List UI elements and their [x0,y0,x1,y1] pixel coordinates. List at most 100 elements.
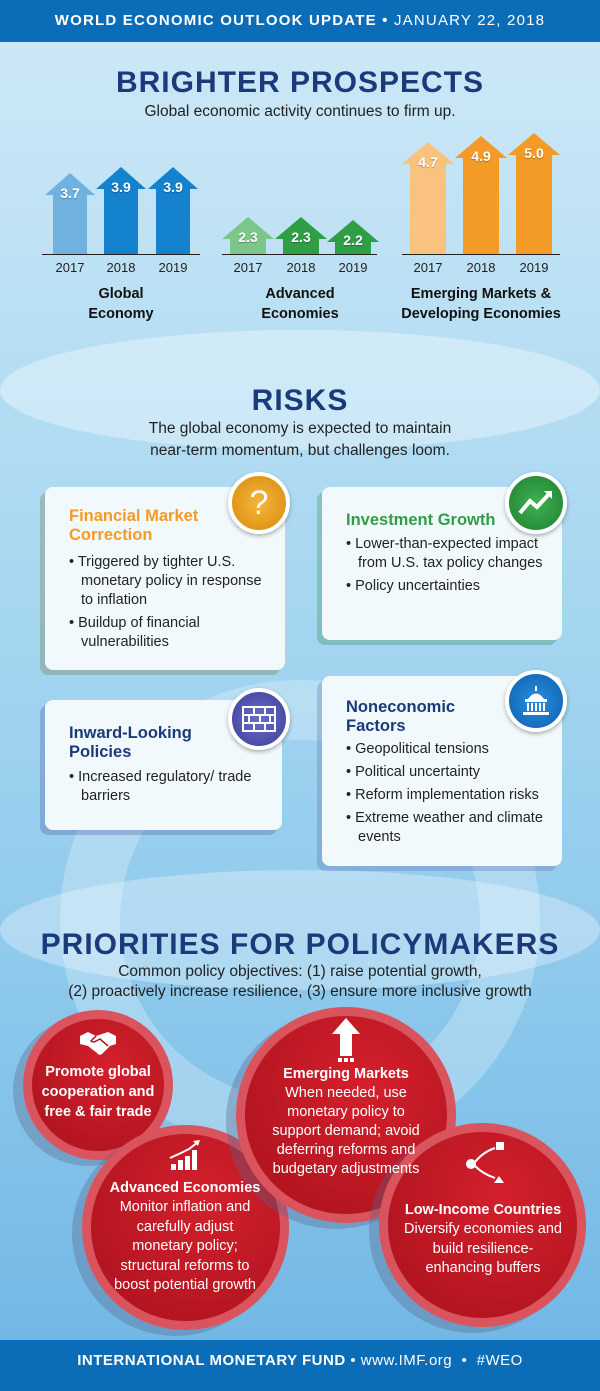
bar-arrow: 4.7 [402,142,454,254]
baseline [42,254,200,255]
circle-title: Advanced Economies [109,1180,261,1196]
header-title: WORLD ECONOMIC OUTLOOK UPDATE [54,12,377,29]
circle-emerging-text: Emerging Markets When needed, use moneta… [261,1064,431,1179]
bg-band [0,870,600,990]
separator: • [382,12,389,29]
year-label: 2018 [286,260,316,275]
arrow-head [402,142,454,165]
risk-card-investment: Investment Growth Lower-than-expected im… [322,487,562,640]
year-label: 2019 [519,260,549,275]
group-label-line: Developing Economies [401,306,561,322]
priorities-title: PRIORITIES FOR POLICYMAKERS [40,928,560,961]
circle-title: Promote global cooperation and free & fa… [41,1064,155,1120]
arrow-head [222,216,274,239]
year-label: 2017 [55,260,85,275]
list-item: Increased regulatory/ trade barriers [69,768,272,806]
circle-text: When needed, use monetary policy to supp… [272,1085,420,1177]
risks-title: RISKS [251,384,349,417]
header-date: JANUARY 22, 2018 [393,12,546,29]
year-label: 2018 [106,260,136,275]
arrow-head [455,136,507,159]
bar-value: 4.7 [418,154,438,171]
arrow-up-icon [332,1018,360,1069]
risks-subtitle-1: The global economy is expected to mainta… [148,420,452,437]
circle-text: Diversify economies and build resilience… [404,1221,562,1276]
footer: INTERNATIONAL MONETARY FUND • www.IMF.or… [0,1340,600,1391]
bar-value: 2.3 [238,228,258,245]
list-item: Extreme weather and climate events [346,809,552,847]
capitol-icon [505,670,567,732]
separator: • [350,1352,357,1369]
diversify-icon [465,1142,505,1189]
bar-value: 4.9 [471,148,491,165]
bar-arrow: 2.2 [327,219,379,254]
list-item: Lower-than-expected impact from U.S. tax… [346,535,552,573]
baseline [402,254,560,255]
list-item: Triggered by tighter U.S. monetary polic… [69,553,275,610]
bg-band [0,330,600,450]
brick-wall-icon [228,688,290,750]
group-label: Advanced Economies [215,284,385,324]
arrow-head [508,133,560,156]
list-item: Geopolitical tensions [346,740,552,759]
circle-title: Low-Income Countries [404,1202,562,1218]
list-item: Policy uncertainties [346,577,552,596]
footer-hashtag: #WEO [476,1352,523,1369]
separator: • [461,1352,468,1369]
handshake-icon [80,1030,116,1061]
bar-chart-icon [169,1140,201,1177]
group-label: Global Economy [30,284,212,324]
circle-text: Monitor inflation and carefully adjust m… [114,1199,256,1293]
year-label: 2019 [158,260,188,275]
footer-org: INTERNATIONAL MONETARY FUND [77,1352,346,1369]
question-icon: ? [228,472,290,534]
bar-value: 3.7 [60,185,80,202]
year-label: 2018 [466,260,496,275]
header-bar: WORLD ECONOMIC OUTLOOK UPDATE • JANUARY … [0,0,600,42]
list-item: Buildup of financial vulnerabilities [69,614,275,652]
bar-arrow: 5.0 [508,133,560,254]
circle-title: Emerging Markets [283,1066,409,1082]
circle-cooperation-text: Promote global cooperation and free & fa… [33,1062,163,1122]
list-item: Political uncertainty [346,763,552,782]
arrow-shaft [410,164,446,254]
circle-low-income-text: Low-Income Countries Diversify economies… [403,1200,563,1279]
bar-value: 3.9 [111,179,131,196]
bar-arrow: 2.3 [222,216,274,254]
group-label: Emerging Markets & Developing Economies [390,284,572,324]
card-title: Inward-Looking Policies [69,724,192,761]
bar-arrow: 4.9 [455,136,507,254]
group-label-line: Global [98,286,144,302]
arrow-shaft [516,155,552,254]
arrow-shaft [463,158,499,254]
bar-arrow: 2.3 [275,216,327,254]
year-label: 2017 [233,260,263,275]
circle-advanced-text: Advanced Economies Monitor inflation and… [105,1178,265,1296]
arrow-shaft [335,241,371,254]
group-label-line: Emerging Markets & [410,286,552,302]
bar-arrow: 3.9 [148,167,198,254]
bar-value: 5.0 [524,145,544,162]
baseline [222,254,377,255]
year-label: 2017 [413,260,443,275]
prospects-subtitle: Global economic activity continues to fi… [144,103,456,120]
group-label-line: Economies [261,306,339,322]
arrow-shaft [104,189,138,254]
bar-value: 3.9 [163,179,183,196]
priorities-subtitle-2: (2) proactively increase resilience, (3)… [68,983,532,1000]
arrow-head [327,219,379,242]
circle-low-income [379,1123,586,1327]
card-title: Financial Market Correction [69,507,199,544]
priorities-subtitle-1: Common policy objectives: (1) raise pote… [118,963,482,980]
arrow-head [96,167,146,190]
arrow-shaft [156,189,190,254]
group-label-line: Economy [88,306,154,322]
footer-url[interactable]: www.IMF.org [360,1352,453,1369]
trend-up-icon [505,472,567,534]
bar-arrow: 3.9 [96,167,146,254]
arrow-shaft [53,195,87,254]
list-item: Reform implementation risks [346,786,552,805]
prospects-title: BRIGHTER PROSPECTS [115,66,485,99]
group-label-line: Advanced [265,286,335,302]
risks-subtitle-2: near-term momentum, but challenges loom. [150,442,450,459]
